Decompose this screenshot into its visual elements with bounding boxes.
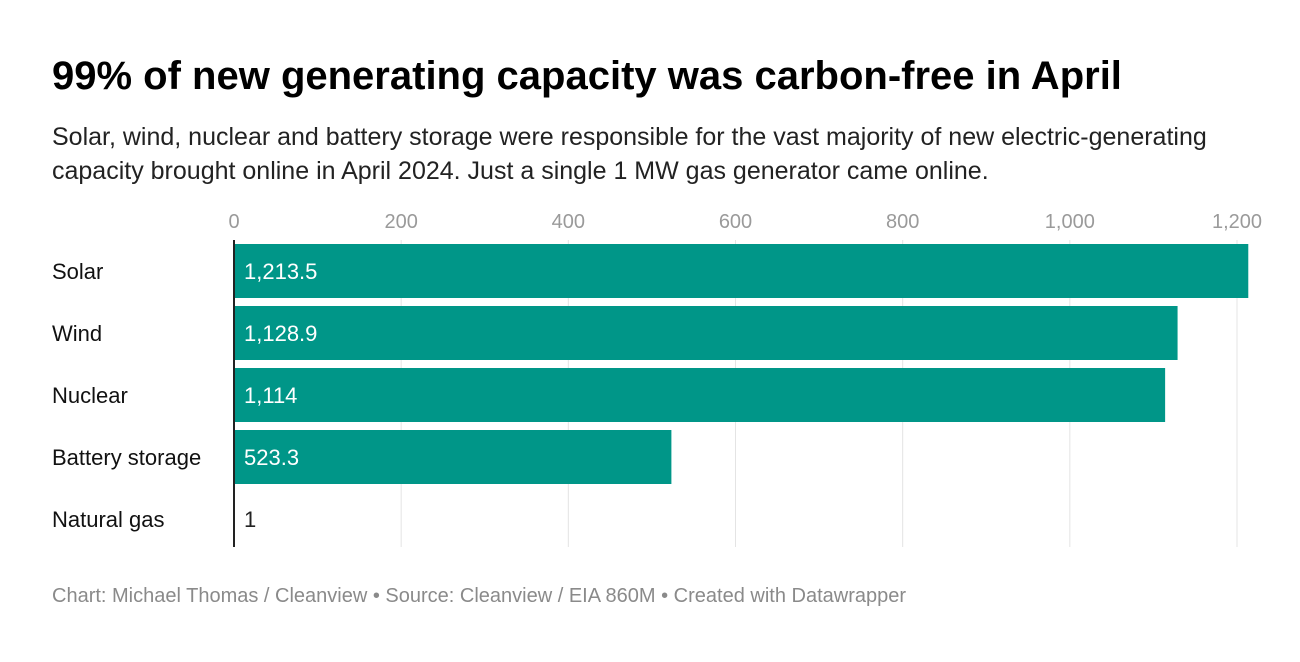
x-tick-label: 1,200 [1212,211,1262,233]
chart-subtitle: Solar, wind, nuclear and battery storage… [52,123,1207,185]
category-label: Nuclear [52,383,128,408]
category-label: Solar [52,259,103,284]
x-axis-ticks: 0 200 400 600 800 1,000 1,200 [228,211,1262,233]
bar-nuclear [234,368,1166,422]
category-labels: Solar Wind Nuclear Battery storage Natural g… [52,259,201,532]
bar-wind [234,306,1178,360]
bar-battery-storage [234,430,672,484]
x-tick-label: 800 [886,211,919,233]
x-tick-label: 400 [552,211,585,233]
category-label: Wind [52,321,102,346]
category-label: Natural gas [52,507,165,532]
chart-title: 99% of new generating capacity was carbo… [52,54,1122,98]
x-tick-label: 200 [384,211,417,233]
value-label: 1 [244,507,256,532]
value-label: 1,114 [244,383,297,408]
x-tick-label: 1,000 [1045,211,1095,233]
bar-solar [234,244,1249,298]
value-labels: 1,213.5 1,128.9 1,114 523.3 1 [244,259,317,532]
bars [234,244,1249,546]
x-tick-label: 0 [228,211,239,233]
value-label: 1,213.5 [244,259,317,284]
bar-chart: 0 200 400 600 800 1,000 1,200 Solar Wind Nuclear… [52,211,1262,547]
chart-footer: Chart: Michael Thomas / Cleanview • Sour… [52,585,907,607]
value-label: 523.3 [244,445,299,470]
category-label: Battery storage [52,445,201,470]
x-tick-label: 600 [719,211,752,233]
value-label: 1,128.9 [244,321,317,346]
